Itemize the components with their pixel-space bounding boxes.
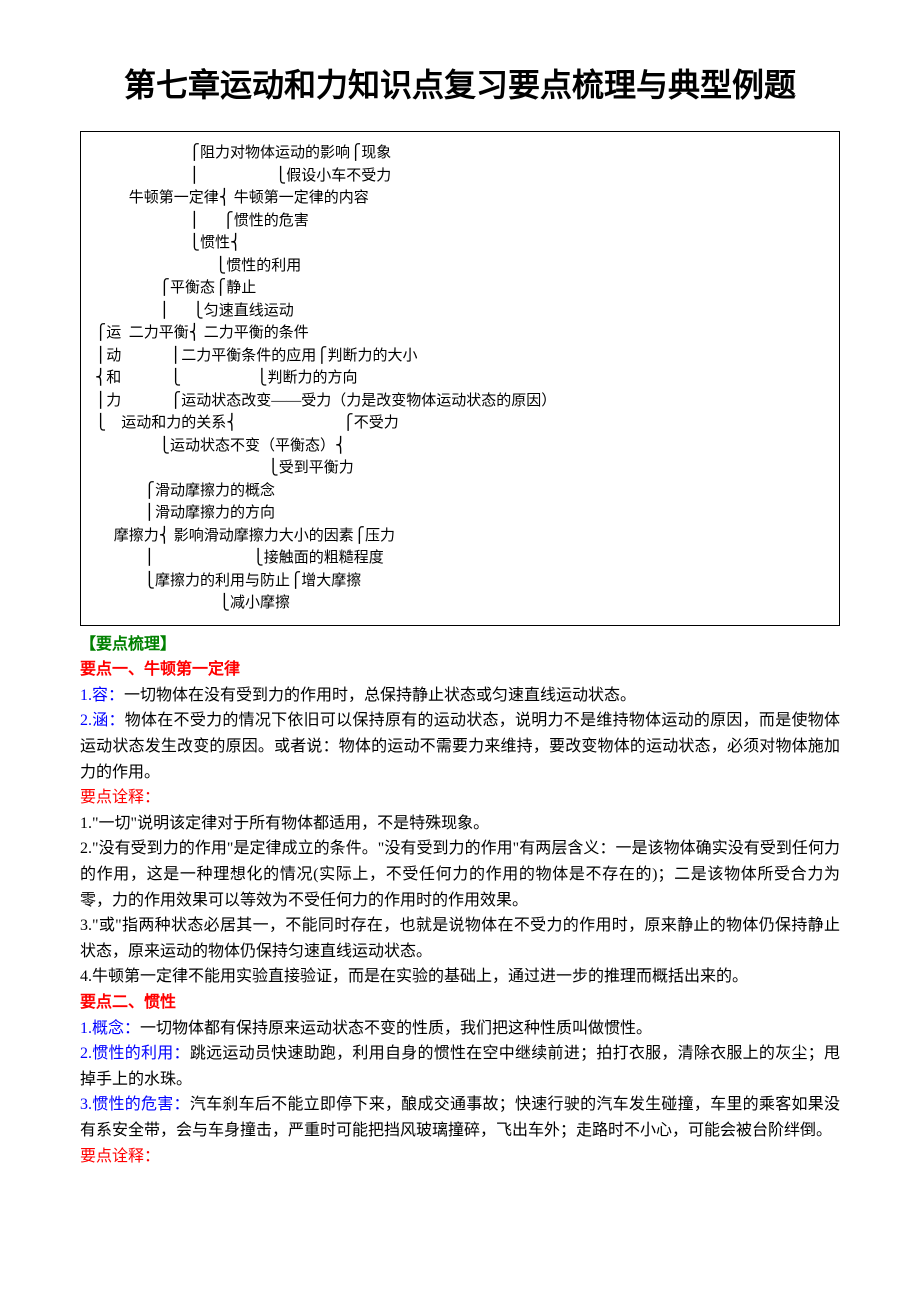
item-label: 惯性的危害：	[92, 1096, 190, 1113]
item-num: 3.	[80, 1096, 92, 1113]
annotation-text: 2."没有受到力的作用"是定律成立的条件。"没有受到力的作用"有两层含义：一是该…	[80, 836, 840, 913]
annotation-text: 3."或"指两种状态必居其一，不能同时存在，也就是说物体在不受力的作用时，原来静…	[80, 913, 840, 964]
annotation-text: 4.牛顿第一定律不能用实验直接验证，而是在实验的基础上，通过进一步的推理而概括出…	[80, 964, 840, 990]
item-label: 容：	[92, 687, 124, 704]
section-head: 【要点梳理】	[80, 636, 176, 653]
item-label: 概念：	[92, 1020, 140, 1037]
concept-diagram: ⎧阻力对物体运动的影响⎧现象 ⎪ ⎩假设小车不受力 牛顿第一定律⎨ 牛顿第一定律…	[80, 131, 840, 626]
item-num: 1.	[80, 1020, 92, 1037]
annotation-text: 1."一切"说明该定律对于所有物体都适用，不是特殊现象。	[80, 811, 840, 837]
item-text: 一切物体都有保持原来运动状态不变的性质，我们把这种性质叫做惯性。	[140, 1020, 652, 1037]
item-num: 1.	[80, 687, 92, 704]
item-num: 2.	[80, 1045, 92, 1062]
item-text: 一切物体在没有受到力的作用时，总保持静止状态或匀速直线运动状态。	[124, 687, 636, 704]
item-text: 跳远运动员快速助跑，利用自身的惯性在空中继续前进；拍打衣服，清除衣服上的灰尘；甩…	[80, 1045, 840, 1088]
page-title: 第七章运动和力知识点复习要点梳理与典型例题	[80, 60, 840, 111]
item-text: 物体在不受力的情况下依旧可以保持原有的运动状态，说明力不是维持物体运动的原因，而…	[80, 712, 840, 780]
annotate-head: 要点诠释：	[80, 1148, 160, 1165]
annotate-head: 要点诠释：	[80, 789, 160, 806]
item-label: 涵：	[92, 712, 125, 729]
item-text: 汽车刹车后不能立即停下来，酿成交通事故；快速行驶的汽车发生碰撞，车里的乘客如果没…	[80, 1096, 840, 1139]
point1-head: 要点一、牛顿第一定律	[80, 661, 240, 678]
item-label: 惯性的利用：	[92, 1045, 190, 1062]
point2-head: 要点二、惯性	[80, 994, 176, 1011]
item-num: 2.	[80, 712, 92, 729]
